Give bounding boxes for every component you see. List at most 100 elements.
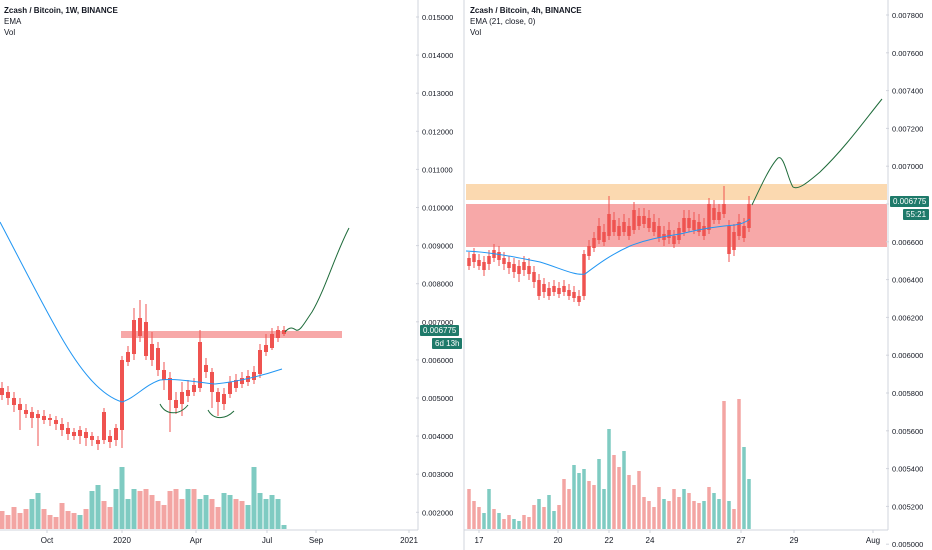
candle-body: [647, 218, 651, 228]
candle-body: [652, 222, 656, 232]
candle-body: [150, 344, 154, 360]
volume-bar: [662, 499, 666, 529]
candle-body: [477, 260, 481, 266]
volume-bar: [467, 489, 471, 529]
volume-bar: [672, 489, 676, 529]
volume-bar: [155, 501, 161, 529]
time-tick-label: 20: [554, 536, 563, 545]
candle-body: [747, 204, 751, 228]
volume-bar: [29, 499, 35, 529]
price-tick-label: 0.010000: [422, 204, 453, 213]
volume-bar: [137, 491, 143, 529]
left-price-axis[interactable]: 0.015000 0.014000 0.013000 0.012000 0.011000…: [416, 13, 453, 517]
volume-bar: [532, 505, 536, 529]
volume-bar: [677, 497, 681, 529]
right-time-axis[interactable]: 17 20 22 24 27 29 Aug: [475, 530, 881, 545]
price-tick-label: 0.014000: [422, 51, 453, 60]
right-projection-line[interactable]: [751, 98, 883, 206]
candle-body: [597, 226, 601, 240]
left-ema-legend[interactable]: EMA: [4, 17, 22, 26]
candle-body: [697, 222, 701, 232]
candle-body: [222, 394, 226, 404]
volume-bar: [143, 489, 149, 529]
candle-body: [120, 360, 124, 430]
time-tick-label: Aug: [866, 536, 880, 545]
candle-body: [216, 392, 220, 402]
volume-bar: [737, 399, 741, 529]
volume-bar: [527, 517, 531, 529]
right-symbol-title[interactable]: Zcash / Bitcoin, 4h, BINANCE: [470, 6, 582, 15]
volume-bar: [65, 511, 71, 529]
price-tick-label: 0.003000: [422, 470, 453, 479]
right-volume: [467, 399, 751, 529]
candle-body: [12, 398, 16, 405]
candle-body: [537, 280, 541, 296]
right-ema-line[interactable]: [465, 218, 751, 275]
volume-bar: [83, 509, 89, 529]
candle-body: [682, 218, 686, 232]
candle-body: [78, 430, 82, 436]
left-ema-line[interactable]: [0, 221, 283, 403]
left-time-axis[interactable]: Oct 2020 Apr Jul Sep 2021: [41, 530, 419, 545]
left-handle-annotation[interactable]: [207, 409, 235, 419]
volume-bar: [0, 511, 5, 529]
volume-bar: [149, 495, 155, 529]
time-tick-label: 24: [646, 536, 655, 545]
time-tick-label: 2020: [113, 536, 131, 545]
right-ema-legend[interactable]: EMA (21, close, 0): [470, 17, 536, 26]
price-tick-label: 0.011000: [422, 165, 453, 174]
volume-bar: [59, 503, 65, 529]
volume-bar: [562, 479, 566, 529]
left-cup-annotation[interactable]: [159, 403, 189, 414]
candle-body: [522, 262, 526, 270]
candle-body: [702, 226, 706, 236]
candle-body: [627, 226, 631, 236]
price-tick-label: 0.006400: [892, 276, 923, 285]
candle-body: [0, 388, 4, 395]
price-tick-label: 0.007000: [892, 162, 923, 171]
left-countdown-tag: 6d 13h: [432, 338, 463, 349]
right-resistance-zone[interactable]: [466, 204, 887, 247]
left-projection-line[interactable]: [284, 227, 350, 333]
candle-body: [657, 226, 661, 238]
volume-bar: [747, 479, 751, 529]
right-candles: [467, 186, 751, 306]
volume-bar: [732, 509, 736, 529]
candle-body: [96, 440, 100, 444]
candle-body: [557, 288, 561, 294]
candle-body: [672, 236, 676, 244]
candle-body: [210, 372, 214, 392]
volume-bar: [23, 509, 29, 529]
left-vol-legend[interactable]: Vol: [4, 28, 16, 37]
candle-body: [276, 330, 280, 338]
price-tick-label: 0.005000: [422, 394, 453, 403]
volume-bar: [167, 491, 173, 529]
candle-body: [132, 320, 136, 354]
volume-bar: [742, 447, 746, 529]
volume-bar: [17, 513, 23, 529]
price-tick-label: 0.005400: [892, 465, 923, 474]
price-tick-label: 0.009000: [422, 242, 453, 251]
candle-body: [687, 218, 691, 228]
volume-bar: [552, 511, 556, 529]
volume-bar: [597, 459, 601, 529]
volume-bar: [492, 509, 496, 529]
right-orange-zone[interactable]: [466, 184, 887, 200]
time-tick-label: Oct: [41, 536, 54, 545]
candle-body: [737, 222, 741, 236]
left-symbol-title[interactable]: Zcash / Bitcoin, 1W, BINANCE: [4, 6, 118, 15]
left-resistance-zone[interactable]: [121, 331, 342, 338]
right-price-axis[interactable]: 0.007800 0.007600 0.007400 0.007200 0.007000…: [886, 11, 923, 549]
candle-body: [727, 226, 731, 254]
candle-body: [612, 220, 616, 232]
volume-bar: [647, 501, 651, 529]
candle-body: [712, 208, 716, 220]
volume-bar: [275, 499, 281, 529]
candle-body: [562, 286, 566, 292]
volume-bar: [281, 525, 287, 529]
price-tick-label: 0.006600: [892, 238, 923, 247]
right-vol-legend[interactable]: Vol: [470, 28, 482, 37]
volume-bar: [77, 515, 83, 529]
left-last-price-tag: 0.006775: [420, 325, 460, 336]
